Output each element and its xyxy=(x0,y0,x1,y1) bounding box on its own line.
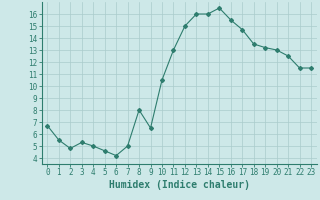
X-axis label: Humidex (Indice chaleur): Humidex (Indice chaleur) xyxy=(109,180,250,190)
